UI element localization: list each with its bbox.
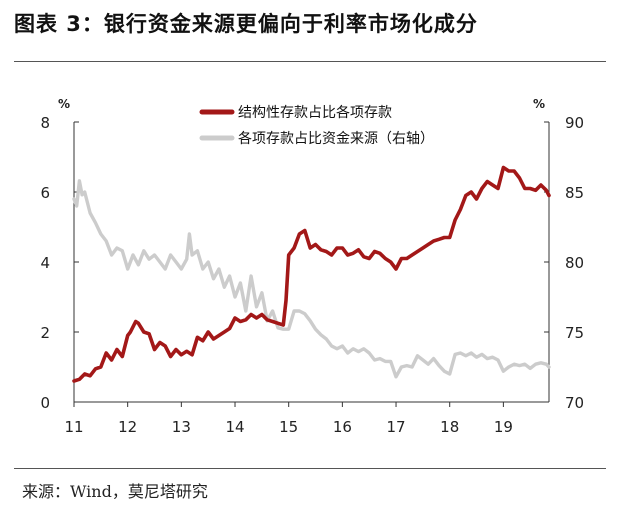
x-tick-label: 11: [64, 418, 83, 436]
source-note: 来源：Wind，莫尼塔研究: [22, 478, 208, 502]
right-unit-label: %: [533, 97, 545, 111]
left-tick-label: 8: [40, 114, 50, 132]
x-tick-label: 12: [118, 418, 137, 436]
x-tick-label: 16: [333, 418, 352, 436]
left-tick-label: 6: [40, 184, 50, 202]
axes-layer: 0 2 4 6 8 70 75 80 85 90% % 11 12 13 14 15 16 17 18 19: [40, 97, 584, 436]
legend-label-structured: 结构性存款占比各项存款: [238, 105, 392, 121]
series-line-share: [72, 179, 551, 379]
left-tick-label: 0: [40, 394, 50, 412]
left-tick-label: 2: [40, 324, 50, 342]
legend-label-share: 各项存款占比资金来源（右轴）: [238, 131, 434, 147]
source-text: Wind，莫尼塔研究: [70, 482, 208, 501]
legend: 结构性存款占比各项存款 各项存款占比资金来源（右轴）: [199, 105, 434, 147]
series-line-structured: [72, 165, 551, 383]
source-label: 来源：: [22, 482, 71, 501]
right-tick-label: 75: [565, 324, 584, 342]
dual-axis-line-chart: 0 2 4 6 8 70 75 80 85 90% % 11 12 13 14 15 16 17 18 19 结构性存…: [40, 97, 584, 436]
series-layer: [72, 165, 551, 383]
x-tick-label: 14: [225, 418, 244, 436]
x-tick-label: 15: [279, 418, 298, 436]
right-tick-label: 90: [565, 114, 584, 132]
x-tick-label: 18: [440, 418, 459, 436]
right-tick-label: 70: [565, 394, 584, 412]
right-tick-label: 80: [565, 254, 584, 272]
right-tick-label: 85: [565, 184, 584, 202]
x-tick-label: 19: [494, 418, 513, 436]
bottom-divider: [14, 468, 606, 469]
top-divider: [14, 61, 606, 62]
left-tick-label: 4: [40, 254, 50, 272]
x-tick-label: 17: [386, 418, 405, 436]
left-unit-label: %: [58, 97, 70, 111]
x-tick-label: 13: [172, 418, 191, 436]
figure-title: 图表 3：银行资金来源更偏向于利率市场化成分: [14, 12, 478, 36]
